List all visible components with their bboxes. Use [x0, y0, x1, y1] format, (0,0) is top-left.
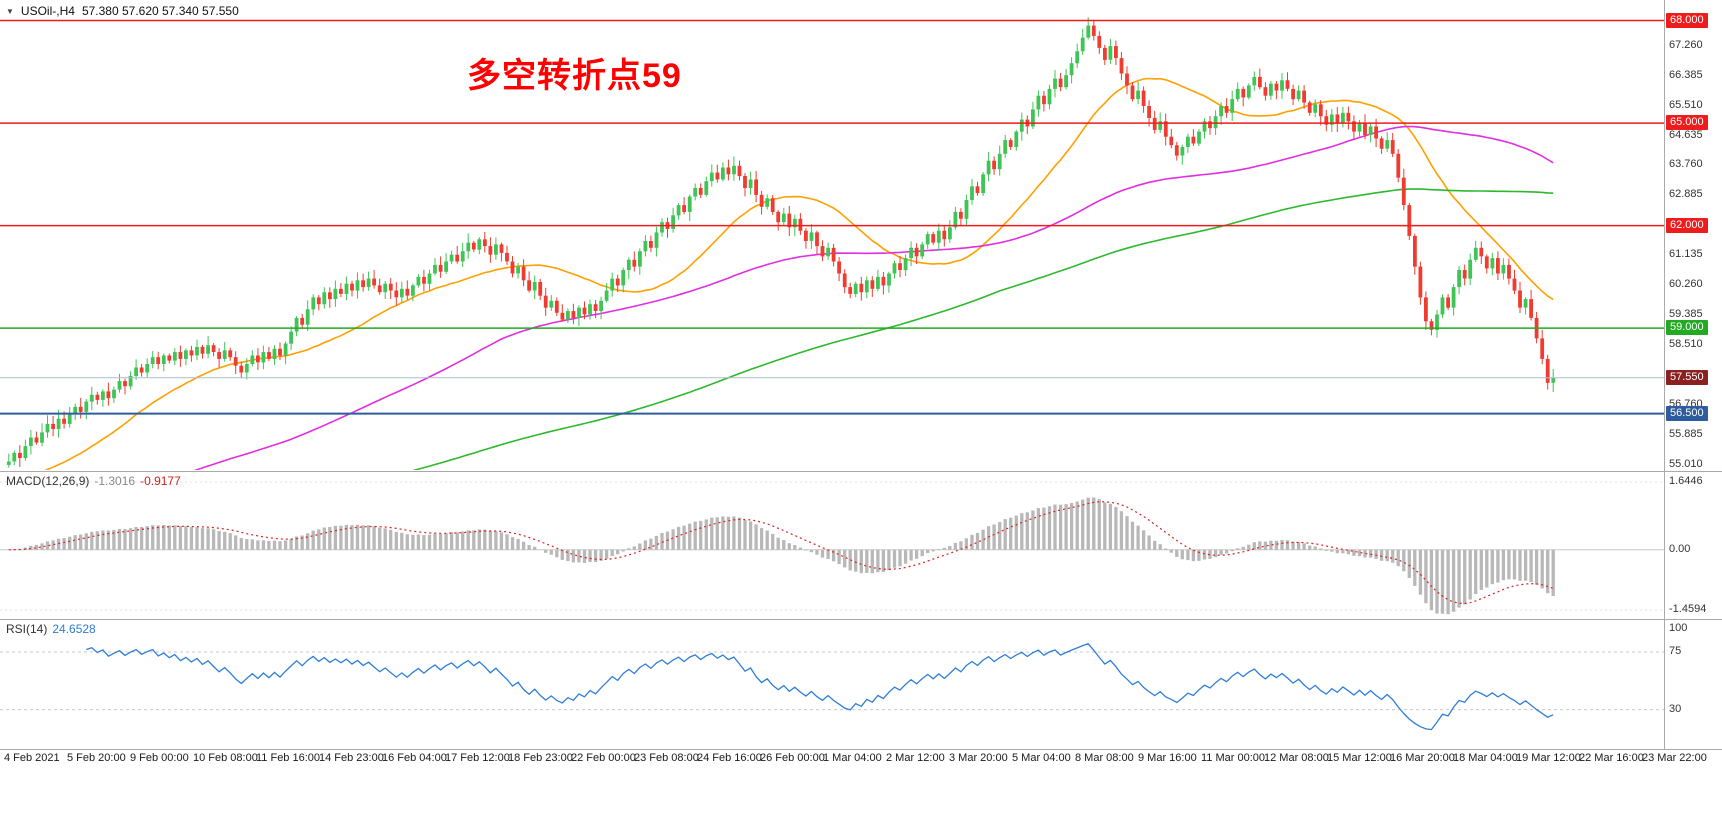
macd-main-value: -1.3016 — [94, 474, 136, 488]
rsi-name: RSI(14) — [6, 622, 48, 636]
ohlc-readout: 57.380 57.620 57.340 57.550 — [81, 4, 239, 18]
ma-slow-line — [412, 188, 1554, 470]
ma-fast-line — [44, 77, 1554, 470]
macd-name: MACD(12,26,9) — [6, 474, 90, 488]
macd-indicator-label: MACD(12,26,9) -1.3016 -0.9177 — [6, 474, 181, 488]
rsi-line — [86, 643, 1554, 731]
candlesticks — [6, 17, 1556, 468]
macd-histogram — [12, 497, 1555, 615]
rsi-value: 24.6528 — [52, 622, 96, 636]
chart-header: ▼ USOil-,H4 57.380 57.620 57.340 57.550 — [6, 4, 239, 18]
annotation-text: 多空转折点59 — [467, 57, 682, 95]
macd-signal-value: -0.9177 — [140, 474, 181, 488]
macd-signal-line — [8, 501, 1554, 605]
rsi-indicator-label: RSI(14) 24.6528 — [6, 622, 96, 636]
symbol-label: USOil-,H4 — [20, 4, 75, 18]
collapse-triangle-icon[interactable]: ▼ — [6, 6, 14, 16]
ma-mid-line — [193, 125, 1554, 470]
moving-averages — [44, 77, 1554, 470]
